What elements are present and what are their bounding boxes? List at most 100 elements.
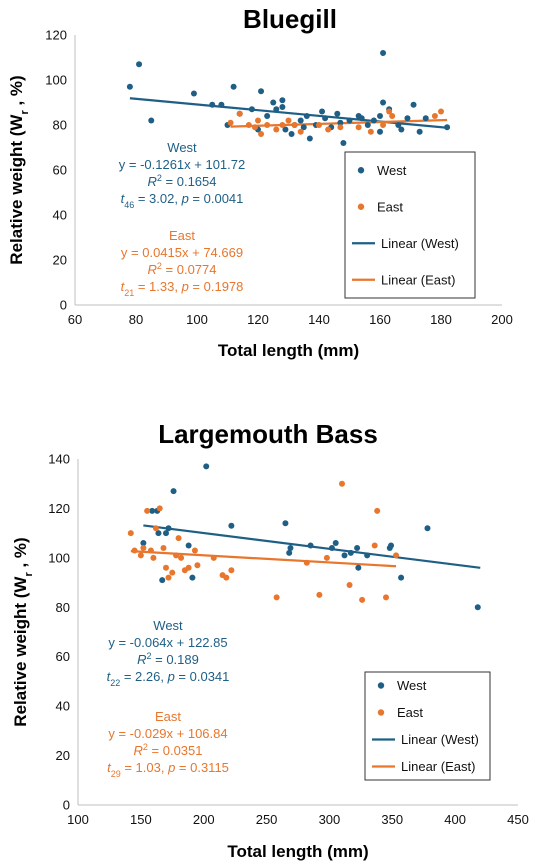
point-west [170, 488, 177, 495]
point-east [297, 128, 304, 135]
annotation-0-3-run-3: p [167, 669, 175, 684]
trendline-linear-east [130, 550, 397, 568]
point-west [340, 140, 347, 146]
point-west [264, 113, 271, 119]
regression-annotation-line: y = -0.1261x + 101.72 [119, 157, 245, 172]
annotation-1-3-run-1: 21 [124, 288, 134, 298]
point-west [388, 542, 395, 549]
point-west [248, 106, 255, 113]
point-east [210, 554, 217, 561]
legend-label: Linear (West) [381, 236, 459, 251]
point-east [258, 131, 265, 137]
regression-annotation-line: y = 0.0415x + 74.669 [121, 245, 243, 260]
point-east [431, 113, 438, 119]
point-west [380, 99, 387, 106]
regression-annotation-line: t46 = 3.02, p = 0.0041 [121, 191, 244, 210]
regression-annotation-line: R2 = 0.189 [137, 651, 199, 667]
annotation-1-2-run-1: 2 [157, 261, 162, 271]
point-east [137, 552, 144, 559]
point-east [279, 122, 286, 128]
point-west [185, 542, 192, 549]
point-east [367, 128, 374, 135]
point-west [282, 520, 289, 527]
annotation-1-2-run-0: R [134, 743, 143, 758]
annotation-0-1-run-0: y = -0.1261x + 101.72 [119, 157, 245, 172]
point-west [334, 110, 341, 117]
annotation-0-2-run-0: R [137, 652, 146, 667]
point-west [354, 544, 361, 551]
point-west [279, 97, 286, 104]
point-west [370, 117, 377, 124]
y-axis-label: Relative weight (Wr , %) [11, 537, 35, 726]
regression-annotation-line: t22 = 2.26, p = 0.0341 [107, 669, 230, 688]
x-tick-label: 160 [369, 312, 391, 327]
point-east [223, 574, 230, 581]
point-west [395, 122, 402, 128]
x-tick-label: 100 [186, 312, 208, 327]
x-tick-label: 250 [256, 812, 278, 827]
point-east [147, 547, 154, 554]
point-east [152, 525, 159, 532]
point-west [258, 88, 265, 95]
point-east [140, 544, 147, 551]
point-east [165, 574, 172, 581]
annotation-0-3-run-1: 22 [110, 678, 120, 688]
regression-annotation-line: R2 = 0.1654 [148, 173, 217, 189]
annotation-1-3-run-2: = 1.03, [121, 760, 168, 775]
point-east [438, 108, 444, 115]
y-tick-label: 0 [63, 798, 70, 813]
point-west [322, 115, 329, 122]
point-west [286, 549, 293, 556]
annotation-1-2-run-2: = 0.0774 [162, 262, 217, 277]
point-west [270, 99, 277, 106]
x-tick-label: 350 [381, 812, 403, 827]
point-west [358, 115, 365, 122]
point-east [393, 552, 400, 559]
point-west [140, 540, 147, 547]
x-tick-label: 80 [129, 312, 143, 327]
point-west [165, 525, 172, 532]
point-west [159, 577, 166, 584]
point-west [189, 574, 196, 581]
point-west [300, 124, 307, 131]
x-tick-label: 200 [193, 812, 215, 827]
y-tick-label: 20 [53, 253, 67, 268]
point-west [230, 83, 237, 90]
y-tick-label: 100 [48, 550, 70, 565]
point-west [355, 564, 362, 571]
point-east [227, 119, 234, 126]
annotation-1-2-run-0: R [148, 262, 157, 277]
x-tick-label: 140 [308, 312, 330, 327]
annotation-1-2-run-1: 2 [143, 742, 148, 752]
y-tick-label: 100 [45, 73, 67, 88]
point-east [374, 507, 381, 514]
x-tick-label: 180 [430, 312, 452, 327]
annotation-1-3-run-4: = 0.1978 [189, 279, 244, 294]
y-tick-label: 60 [56, 649, 70, 664]
point-east [383, 594, 389, 601]
point-west [203, 463, 210, 470]
regression-annotation-line: y = -0.064x + 122.85 [108, 635, 227, 650]
annotation-1-0-run-0: East [155, 709, 181, 724]
point-west [126, 83, 133, 90]
point-west [364, 552, 371, 559]
point-west [474, 604, 481, 611]
point-east [316, 591, 323, 598]
point-west [288, 131, 295, 137]
point-east [173, 552, 180, 559]
point-west [149, 507, 156, 514]
point-east [339, 480, 345, 487]
annotation-1-3-run-0: t [121, 279, 126, 294]
regression-annotation-line: East [169, 228, 195, 243]
annotation-0-3-run-2: = 3.02, [134, 191, 181, 206]
annotation-0-3-run-3: p [181, 191, 189, 206]
annotation-1-3-run-2: = 1.33, [134, 279, 181, 294]
annotation-0-3-run-2: = 2.26, [120, 669, 167, 684]
y-tick-label: 80 [53, 118, 67, 133]
y-tick-label: 80 [56, 600, 70, 615]
point-west [346, 117, 353, 124]
regression-annotation-line: t21 = 1.33, p = 0.1978 [121, 279, 244, 298]
point-east [191, 547, 198, 554]
x-tick-label: 200 [491, 312, 513, 327]
chart-title: Bluegill [243, 4, 337, 34]
